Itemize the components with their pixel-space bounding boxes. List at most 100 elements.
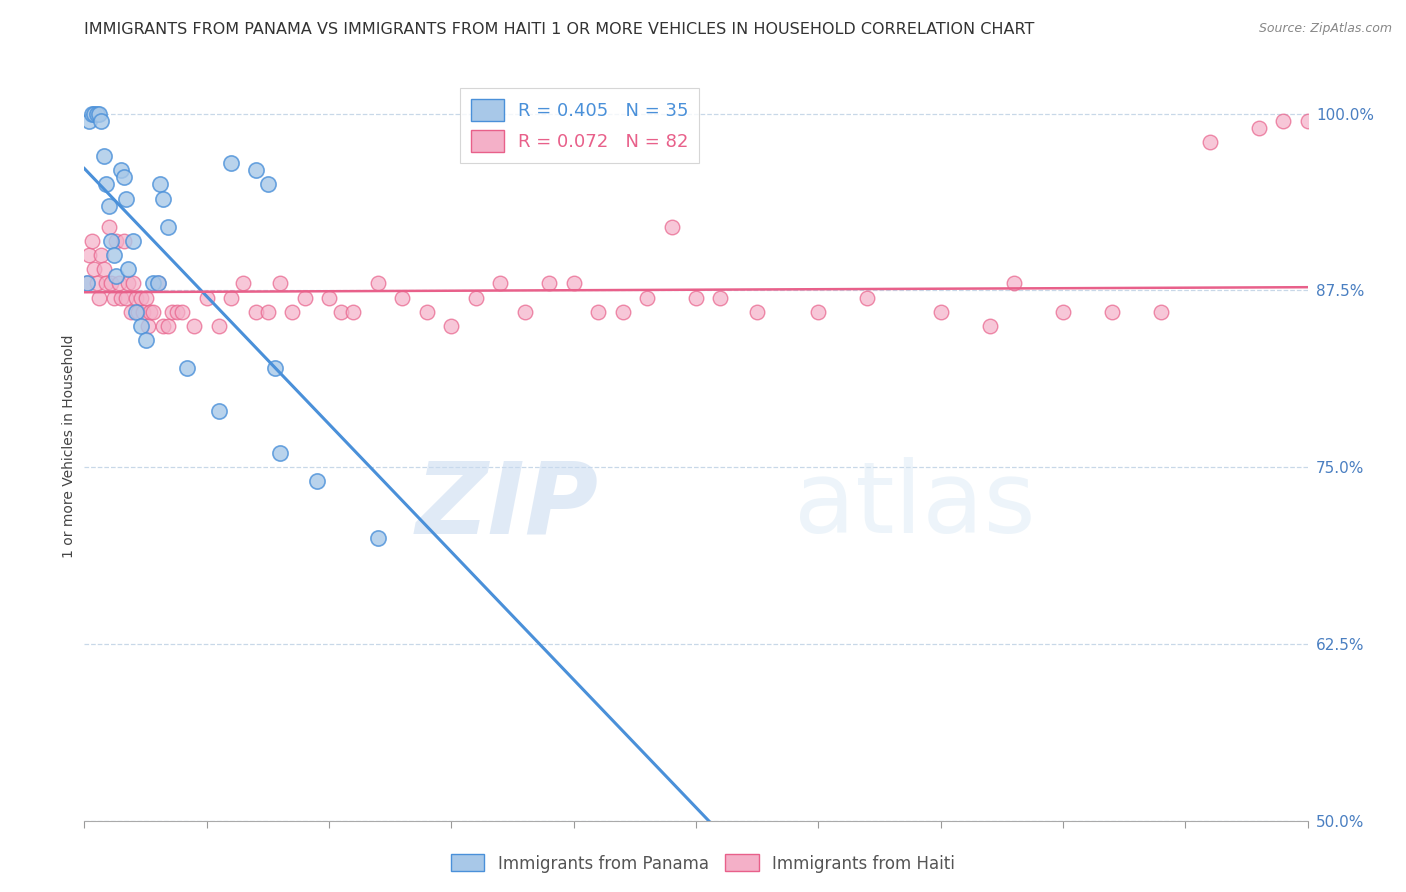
Point	[93, 262, 115, 277]
Point	[80, 107, 103, 121]
Point	[117, 277, 139, 291]
Point	[115, 291, 138, 305]
Point	[1052, 304, 1074, 318]
Point	[93, 149, 115, 163]
Point	[195, 291, 218, 305]
Point	[105, 234, 128, 248]
Point	[1346, 291, 1368, 305]
Point	[264, 361, 287, 376]
Point	[232, 277, 254, 291]
Point	[90, 248, 112, 262]
Point	[245, 163, 267, 178]
Point	[709, 291, 731, 305]
Point	[416, 304, 439, 318]
Point	[149, 178, 172, 192]
Point	[183, 318, 205, 333]
Point	[219, 291, 242, 305]
Point	[586, 304, 609, 318]
Point	[489, 277, 512, 291]
Point	[97, 199, 120, 213]
Point	[83, 107, 105, 121]
Point	[636, 291, 658, 305]
Point	[132, 304, 155, 318]
Text: atlas: atlas	[794, 458, 1035, 555]
Point	[83, 262, 105, 277]
Point	[135, 291, 157, 305]
Point	[87, 291, 110, 305]
Point	[129, 318, 152, 333]
Point	[330, 304, 353, 318]
Legend: Immigrants from Panama, Immigrants from Haiti: Immigrants from Panama, Immigrants from …	[444, 847, 962, 880]
Point	[112, 170, 135, 185]
Point	[110, 163, 132, 178]
Point	[464, 291, 486, 305]
Point	[219, 156, 242, 170]
Point	[90, 113, 112, 128]
Point	[1150, 304, 1173, 318]
Point	[117, 262, 139, 277]
Point	[76, 277, 98, 291]
Point	[1101, 304, 1123, 318]
Point	[142, 304, 165, 318]
Point	[1198, 135, 1220, 149]
Point	[685, 291, 707, 305]
Point	[281, 304, 304, 318]
Point	[856, 291, 879, 305]
Point	[76, 277, 98, 291]
Point	[122, 234, 145, 248]
Point	[257, 304, 280, 318]
Point	[1272, 113, 1295, 128]
Point	[103, 291, 125, 305]
Point	[152, 192, 174, 206]
Point	[562, 277, 585, 291]
Point	[747, 304, 769, 318]
Point	[77, 113, 100, 128]
Point	[80, 234, 103, 248]
Point	[391, 291, 413, 305]
Point	[612, 304, 634, 318]
Point	[146, 277, 169, 291]
Point	[342, 304, 364, 318]
Point	[112, 234, 135, 248]
Y-axis label: 1 or more Vehicles in Household: 1 or more Vehicles in Household	[62, 334, 76, 558]
Point	[257, 178, 280, 192]
Point	[176, 361, 198, 376]
Point	[136, 318, 159, 333]
Point	[166, 304, 188, 318]
Point	[172, 304, 194, 318]
Point	[120, 304, 142, 318]
Point	[979, 318, 1001, 333]
Legend: R = 0.405   N = 35, R = 0.072   N = 82: R = 0.405 N = 35, R = 0.072 N = 82	[460, 88, 699, 162]
Point	[100, 234, 122, 248]
Point	[125, 291, 148, 305]
Point	[1296, 113, 1319, 128]
Point	[86, 107, 108, 121]
Point	[661, 219, 683, 234]
Text: ZIP: ZIP	[415, 458, 598, 555]
Text: IMMIGRANTS FROM PANAMA VS IMMIGRANTS FROM HAITI 1 OR MORE VEHICLES IN HOUSEHOLD : IMMIGRANTS FROM PANAMA VS IMMIGRANTS FRO…	[84, 22, 1035, 37]
Point	[513, 304, 536, 318]
Point	[146, 277, 169, 291]
Point	[294, 291, 316, 305]
Point	[305, 475, 328, 489]
Point	[162, 304, 184, 318]
Point	[318, 291, 340, 305]
Point	[110, 291, 132, 305]
Point	[208, 403, 231, 417]
Point	[100, 277, 122, 291]
Point	[538, 277, 561, 291]
Point	[929, 304, 952, 318]
Point	[139, 304, 162, 318]
Text: Source: ZipAtlas.com: Source: ZipAtlas.com	[1258, 22, 1392, 36]
Point	[156, 318, 179, 333]
Point	[1247, 120, 1270, 135]
Point	[127, 304, 149, 318]
Point	[107, 277, 129, 291]
Point	[367, 277, 389, 291]
Point	[807, 304, 830, 318]
Point	[1002, 277, 1025, 291]
Point	[87, 107, 110, 121]
Point	[129, 291, 152, 305]
Point	[1369, 291, 1392, 305]
Point	[440, 318, 463, 333]
